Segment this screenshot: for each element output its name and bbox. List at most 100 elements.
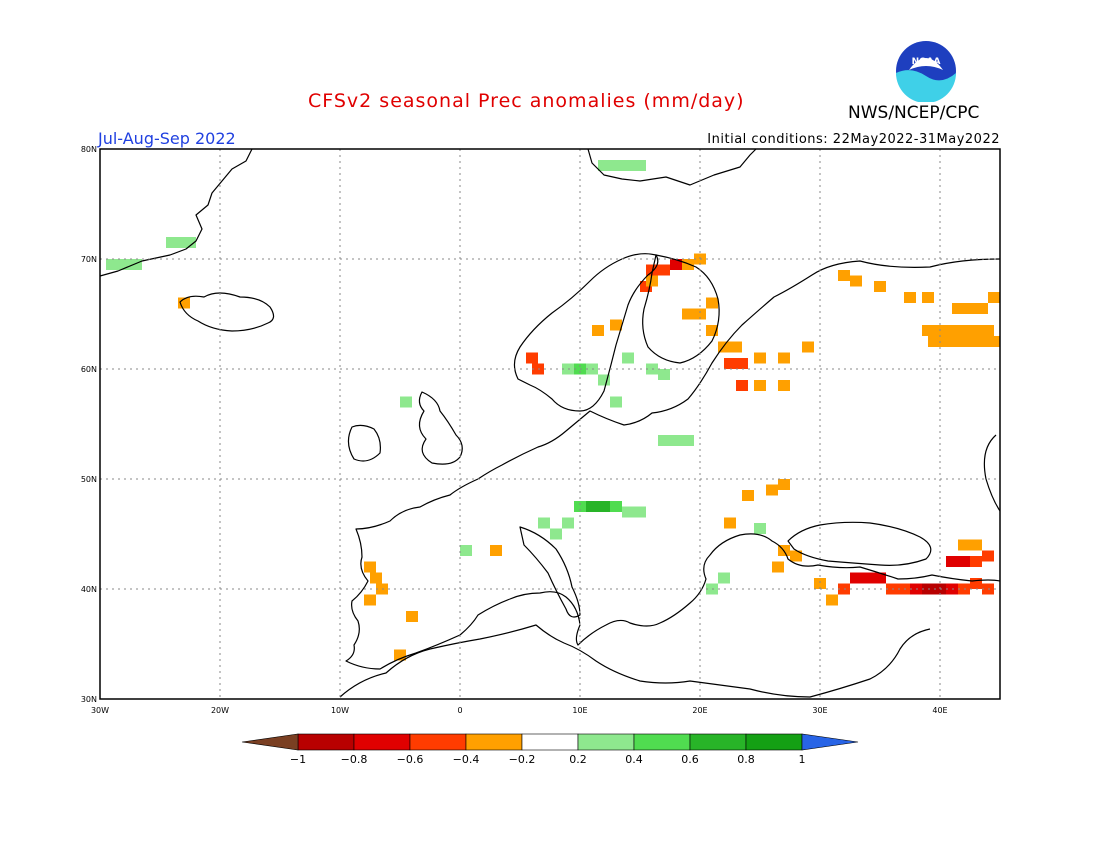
legend-tick-label: 0.8 — [737, 753, 755, 766]
anomaly-cell — [736, 380, 748, 391]
anomaly-cell — [736, 358, 748, 369]
anomaly-cell — [622, 352, 634, 364]
season-label: Jul-Aug-Sep 2022 — [98, 129, 236, 148]
anomaly-cell — [106, 259, 118, 270]
legend-swatch — [577, 733, 635, 751]
anomaly-cell — [364, 594, 376, 606]
anomaly-cell — [682, 435, 694, 446]
color-scale-legend: −1 −0.8 −0.6 −0.4 −0.2 0.2 0.4 0.6 0.8 1 — [241, 733, 859, 766]
anomaly-cell — [610, 160, 622, 171]
anomaly-cell — [754, 352, 766, 364]
anomaly-cell — [598, 501, 610, 512]
anomaly-cell — [118, 259, 130, 270]
anomaly-cell — [928, 336, 940, 347]
anomaly-cell — [730, 341, 742, 353]
anomaly-cell — [622, 506, 634, 518]
anomaly-cell — [970, 578, 982, 589]
anomaly-cell — [670, 259, 682, 270]
legend-tick-label: 0.6 — [681, 753, 699, 766]
anomaly-cell — [814, 578, 826, 589]
anomaly-cell — [586, 501, 598, 512]
legend-swatch — [745, 733, 803, 751]
anomaly-cell — [130, 259, 142, 270]
anomaly-cell — [622, 160, 634, 171]
anomaly-cell — [970, 539, 982, 551]
anomaly-cell — [490, 545, 502, 556]
map-frame — [99, 148, 1001, 700]
anomaly-cell — [394, 649, 406, 661]
legend-swatch — [297, 733, 355, 751]
anomaly-cell — [550, 528, 562, 540]
anomaly-cell — [460, 545, 472, 556]
longitude-label: 20E — [692, 706, 707, 715]
anomaly-cell — [682, 259, 694, 270]
anomaly-cell — [982, 550, 994, 562]
anomaly-cell — [790, 550, 802, 562]
longitude-label: 40E — [932, 706, 947, 715]
anomaly-cell — [958, 539, 970, 551]
anomaly-cell — [904, 292, 916, 303]
anomaly-cell — [646, 275, 658, 287]
anomaly-cell — [952, 336, 964, 347]
anomaly-cell — [646, 264, 658, 276]
legend-swatch — [353, 733, 411, 751]
longitude-label: 10E — [572, 706, 587, 715]
anomaly-cell — [874, 281, 886, 292]
legend-tick-label: −1 — [290, 753, 306, 766]
gridlines — [100, 149, 1000, 699]
anomaly-cell — [718, 341, 730, 353]
anomaly-cell — [610, 319, 622, 331]
latitude-label: 40N — [81, 585, 97, 594]
anomaly-cell — [658, 435, 670, 446]
anomaly-cell — [634, 506, 646, 518]
anomaly-cell — [178, 297, 190, 309]
legend-tick-label: −0.2 — [509, 753, 536, 766]
anomaly-cell — [958, 556, 970, 567]
initial-conditions-label: Initial conditions: 22May2022-31May2022 — [707, 132, 1000, 147]
anomaly-cell — [562, 517, 574, 529]
longitude-label: 20W — [211, 706, 229, 715]
anomaly-cell — [574, 501, 586, 512]
anomaly-cell — [526, 352, 538, 364]
anomaly-cell — [598, 160, 610, 171]
legend-tick-label: 0.2 — [569, 753, 587, 766]
anomaly-cell — [778, 380, 790, 391]
anomaly-cell — [838, 270, 850, 281]
anomaly-cell — [964, 303, 976, 314]
legend-tick-label: −0.4 — [453, 753, 480, 766]
anomaly-cell — [946, 556, 958, 567]
anomaly-cell — [670, 435, 682, 446]
anomaly-cell — [874, 572, 886, 584]
anomaly-cell — [706, 297, 718, 309]
anomaly-cell — [988, 292, 1000, 303]
anomaly-cell — [724, 358, 736, 369]
precipitation-anomaly-map: 80N 70N 60N 50N 40N 30N 30W 20W 10W 0 10E 20E 30E 40… — [81, 145, 1001, 715]
latitude-label: 50N — [81, 475, 97, 484]
longitude-label: 30W — [91, 706, 109, 715]
anomaly-cell — [970, 556, 982, 567]
anomaly-cell — [802, 341, 814, 353]
anomaly-cell — [970, 325, 982, 336]
anomaly-cell — [724, 517, 736, 529]
anomaly-cell — [610, 396, 622, 408]
anomaly-cell — [406, 611, 418, 622]
anomaly-cell — [754, 380, 766, 391]
longitude-labels: 30W 20W 10W 0 10E 20E 30E 40E — [91, 706, 948, 715]
anomaly-cell — [658, 264, 670, 276]
anomaly-cell — [166, 237, 178, 248]
latitude-label: 60N — [81, 365, 97, 374]
anomaly-cell — [538, 517, 550, 529]
anomaly-cell — [988, 336, 1000, 347]
latitude-label: 80N — [81, 145, 97, 154]
anomaly-cell — [754, 523, 766, 534]
anomaly-cell — [634, 160, 646, 171]
longitude-label: 30E — [812, 706, 827, 715]
longitude-label: 0 — [457, 706, 462, 715]
legend-tick-label: 1 — [799, 753, 806, 766]
anomaly-cell — [772, 561, 784, 573]
anomaly-cell — [694, 308, 706, 320]
anomaly-cell — [982, 325, 994, 336]
legend-swatch — [465, 733, 523, 751]
latitude-labels: 80N 70N 60N 50N 40N 30N — [81, 145, 97, 704]
anomaly-cell — [610, 501, 622, 512]
